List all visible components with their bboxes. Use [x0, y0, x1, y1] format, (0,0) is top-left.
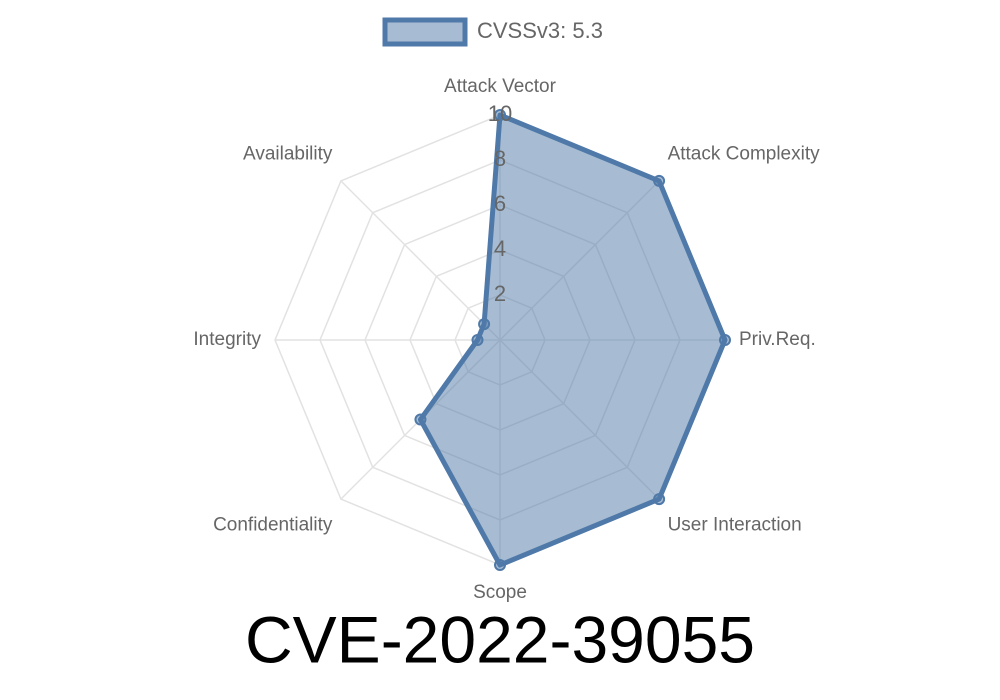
axis-label: Integrity: [193, 329, 261, 350]
tick-label: 8: [494, 146, 506, 171]
spoke: [340, 180, 501, 341]
tick-label: 6: [494, 191, 506, 216]
radar-point: [494, 109, 506, 121]
tick-label: 10: [488, 101, 512, 126]
tick-label: 2: [494, 281, 506, 306]
legend-label: CVSSv3: 5.3: [477, 18, 603, 43]
axis-label: User Interaction: [668, 515, 802, 536]
radar-point: [414, 413, 427, 426]
axis-label: Scope: [473, 582, 527, 603]
radar-point: [719, 334, 731, 346]
axis-label: Priv.Req.: [739, 329, 816, 350]
chart-title: CVE-2022-39055: [245, 602, 755, 676]
radar-point: [494, 559, 506, 571]
radar-point: [653, 493, 666, 506]
axis-label: Availability: [243, 143, 333, 164]
radar-point: [471, 334, 484, 346]
tick-label: 4: [494, 236, 506, 261]
axis-label: Attack Vector: [444, 76, 557, 97]
axis-label: Confidentiality: [213, 515, 333, 536]
legend-swatch: [382, 17, 468, 47]
radar-point: [653, 174, 666, 187]
axis-label: Attack Complexity: [668, 143, 821, 164]
radar-point: [478, 318, 491, 331]
